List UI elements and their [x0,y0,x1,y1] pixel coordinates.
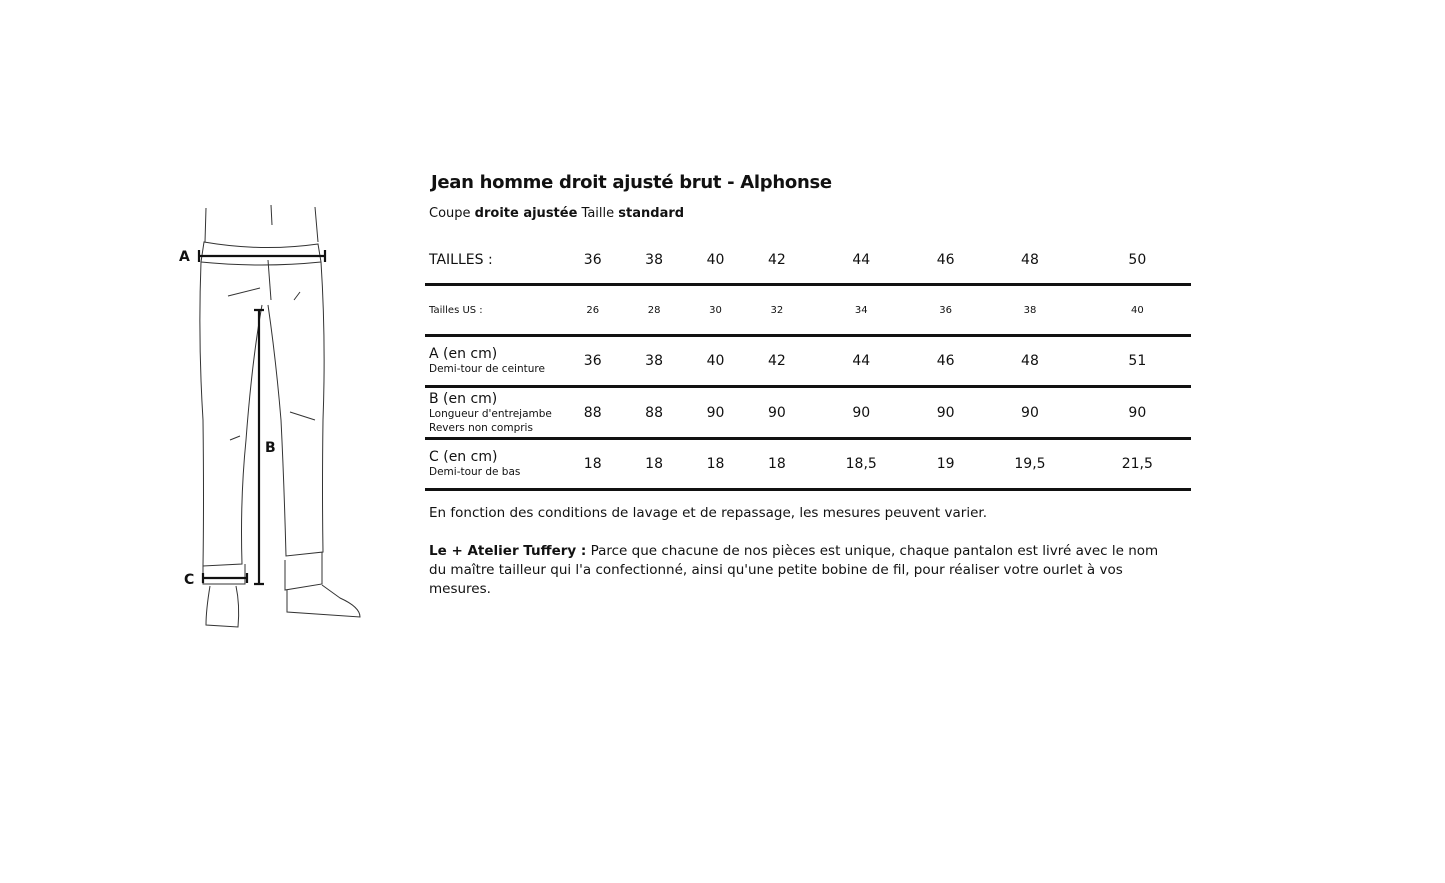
row-label-main: TAILLES : [429,251,493,268]
table-cell: 30 [709,304,722,316]
table-cell: 26 [586,304,600,316]
atelier-paragraph: Le + Atelier Tuffery : Parce que chacune… [429,542,1169,599]
label-b: B [265,440,276,456]
measure-lines [197,250,327,586]
row-label: B (en cm) Longueur d'entrejambe Revers non… [425,387,562,439]
table-cell: 44 [852,251,871,268]
subtitle: Coupe droite ajustée Taille standard [429,206,684,221]
table-cell: 18 [645,456,663,472]
row-label-main: Tailles US : [429,304,483,316]
measure-c-line [201,573,249,583]
table-cell: 38 [645,251,663,268]
coupe-value: droite ajustée [474,206,578,221]
table-cell: 36 [939,304,952,316]
jeans-drawing [199,204,361,628]
table-row: B (en cm) Longueur d'entrejambe Revers non… [425,387,1191,439]
table-cell: 21,5 [1121,456,1153,472]
table-cell: 40 [1130,304,1144,316]
table-cell: 28 [647,304,661,316]
table-cell: 46 [936,353,955,369]
row-label-sub: Demi-tour de bas [429,466,521,478]
table-cell: 36 [583,251,602,268]
table-cell: 40 [706,353,725,369]
taille-label: Taille [581,206,615,221]
table-cell: 88 [645,404,663,421]
table-cell: 90 [767,404,786,421]
table-cell: 48 [1021,353,1039,369]
table-cell: 18 [706,456,725,472]
table-cell: 90 [1021,404,1039,421]
table-cell: 88 [583,404,602,421]
row-label: C (en cm) Demi-tour de bas [425,439,562,490]
size-table: TAILLES : 36 38 40 42 44 46 48 50 Tailles US : 26 2… [425,236,1191,491]
table-cell: 44 [852,353,871,369]
table-cell: 36 [583,353,602,369]
table-cell: 38 [1023,304,1037,316]
row-label: TAILLES : [425,236,562,285]
table-header-row: TAILLES : 36 38 40 42 44 46 48 50 [425,236,1191,285]
care-note: En fonction des conditions de lavage et … [429,505,987,521]
table-cell: 34 [854,304,868,316]
row-label-sub: Demi-tour de ceinture [429,363,545,375]
label-c: C [184,572,194,588]
label-a: A [179,249,190,265]
table-row: C (en cm) Demi-tour de bas 18 18 18 18 18,5 19 1… [425,439,1191,490]
table-cell: 90 [852,404,871,421]
row-label-sub: Longueur d'entrejambe [429,407,552,420]
table-cell: 46 [936,251,955,268]
taille-value: standard [618,206,685,221]
table-cell: 18 [583,456,602,472]
table-row: A (en cm) Demi-tour de ceinture 36 38 40 42 44… [425,336,1191,387]
row-label-main: A (en cm) [429,346,498,362]
table-row: Tailles US : 26 28 30 32 34 36 38 40 [425,285,1191,336]
measure-b-line [254,308,264,586]
table-cell: 50 [1128,251,1147,268]
atelier-bold: Le + Atelier Tuffery : [429,543,587,559]
table-cell: 19,5 [1014,456,1046,472]
table-cell: 42 [767,251,786,268]
table-cell: 51 [1128,353,1147,369]
measure-a-line [197,250,327,262]
page-title: Jean homme droit ajusté brut - Alphonse [431,172,832,193]
table-cell: 42 [767,353,786,369]
row-label: A (en cm) Demi-tour de ceinture [425,336,562,387]
row-label-main: C (en cm) [429,449,498,465]
table-cell: 90 [936,404,955,421]
table-cell: 32 [770,304,784,316]
jeans-measurement-sketch: A B C [179,204,361,628]
atelier-text: Parce que chacune de nos pièces est uniq… [429,543,1159,597]
table-cell: 48 [1021,251,1039,268]
table-cell: 38 [645,353,663,369]
coupe-label: Coupe [429,206,471,221]
table-cell: 90 [706,404,725,421]
row-label: Tailles US : [425,285,562,336]
row-label-sub: Revers non compris [429,421,533,434]
table-cell: 18 [767,456,786,472]
row-label-main: B (en cm) [429,390,498,407]
table-cell: 40 [706,251,725,268]
table-cell: 90 [1128,404,1147,421]
table-cell: 18,5 [845,456,877,472]
table-cell: 19 [936,456,955,472]
